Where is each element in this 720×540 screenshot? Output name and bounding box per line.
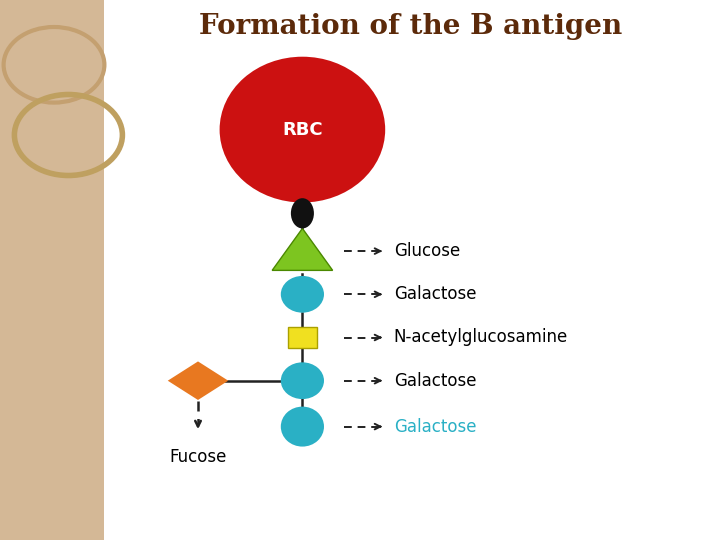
- Text: N-acetylglucosamine: N-acetylglucosamine: [394, 328, 568, 347]
- Text: Glucose: Glucose: [394, 242, 460, 260]
- Text: Formation of the B antigen: Formation of the B antigen: [199, 14, 622, 40]
- Polygon shape: [272, 228, 333, 271]
- Ellipse shape: [291, 198, 314, 228]
- Text: Galactose: Galactose: [394, 372, 477, 390]
- Bar: [288, 327, 317, 348]
- Bar: [0, 0, 104, 540]
- Ellipse shape: [281, 407, 324, 447]
- Ellipse shape: [281, 362, 324, 399]
- Text: Galactose: Galactose: [394, 417, 477, 436]
- Ellipse shape: [281, 276, 324, 313]
- Text: Galactose: Galactose: [394, 285, 477, 303]
- Ellipse shape: [220, 57, 385, 202]
- Text: Fucose: Fucose: [169, 448, 227, 466]
- Polygon shape: [168, 361, 228, 400]
- Text: RBC: RBC: [282, 120, 323, 139]
